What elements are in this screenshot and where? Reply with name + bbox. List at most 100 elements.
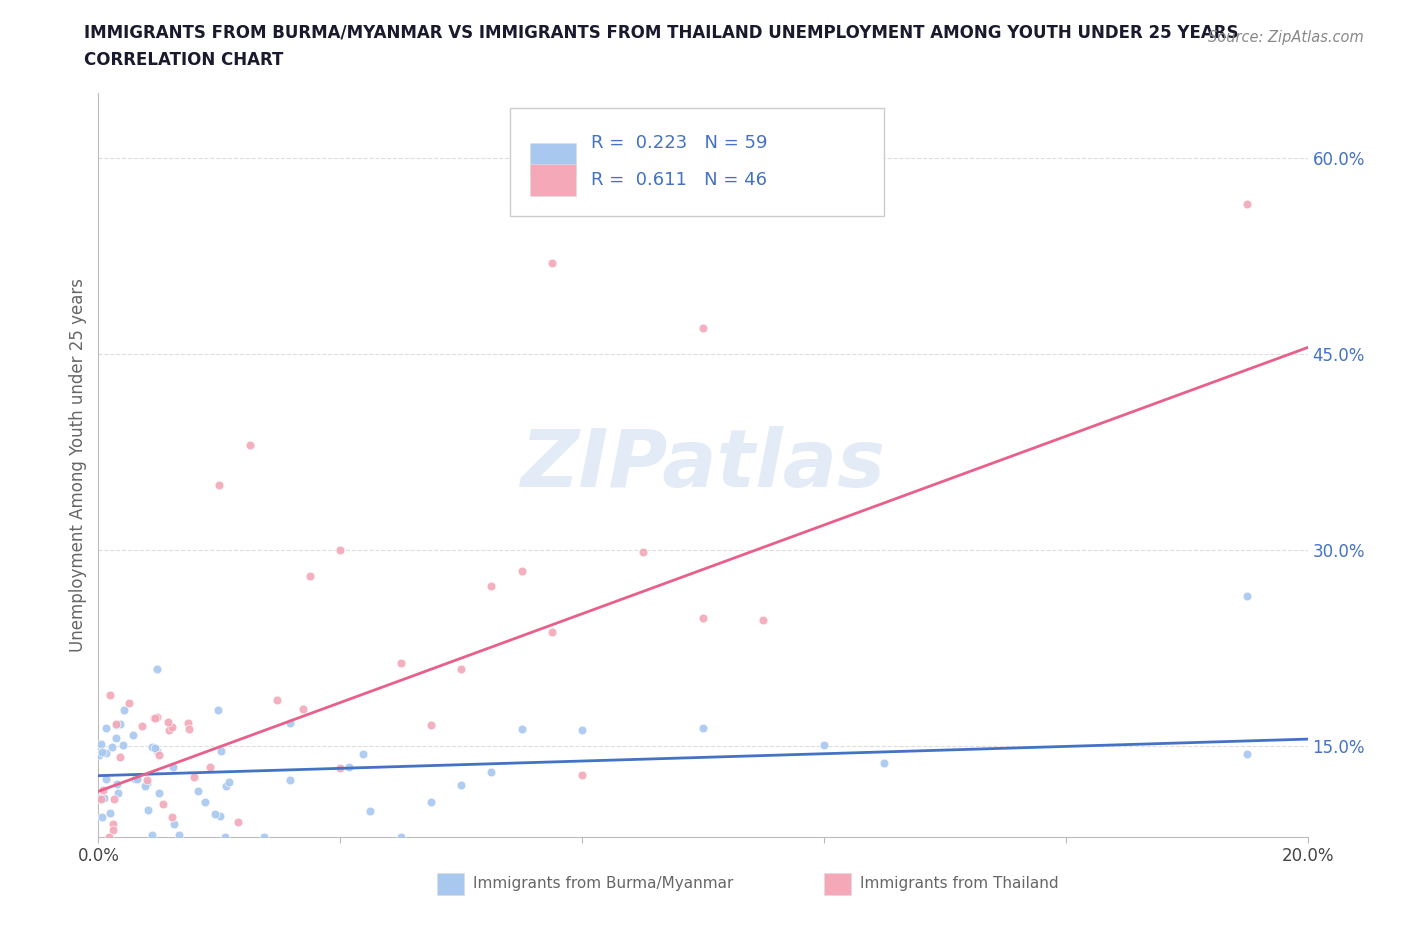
Point: [93, 790, 115, 805]
Point: [329, 542, 352, 557]
Point: [299, 568, 322, 583]
Point: [389, 830, 412, 844]
Point: [253, 830, 276, 844]
Point: [813, 737, 835, 752]
Point: [218, 775, 240, 790]
Point: [194, 795, 217, 810]
Point: [160, 720, 183, 735]
Point: [141, 828, 163, 843]
Point: [752, 613, 775, 628]
Point: [112, 737, 135, 752]
Point: [162, 817, 184, 831]
Point: [214, 830, 236, 844]
Point: [278, 716, 301, 731]
Point: [692, 720, 714, 735]
Point: [692, 321, 714, 336]
Point: [209, 808, 232, 823]
Point: [104, 718, 127, 733]
Point: [105, 777, 128, 791]
Point: [352, 747, 374, 762]
Point: [131, 719, 153, 734]
Point: [692, 610, 714, 625]
Point: [118, 696, 141, 711]
Text: IMMIGRANTS FROM BURMA/MYANMAR VS IMMIGRANTS FROM THAILAND UNEMPLOYMENT AMONG YOU: IMMIGRANTS FROM BURMA/MYANMAR VS IMMIGRA…: [84, 23, 1239, 41]
Point: [98, 805, 121, 820]
Point: [104, 731, 127, 746]
Point: [540, 624, 562, 639]
Point: [145, 711, 167, 725]
Point: [450, 662, 472, 677]
Point: [91, 782, 114, 797]
Point: [183, 770, 205, 785]
Text: Immigrants from Thailand: Immigrants from Thailand: [860, 876, 1059, 891]
Point: [112, 703, 135, 718]
Point: [103, 791, 125, 806]
Point: [177, 715, 200, 730]
Point: [1236, 747, 1258, 762]
Point: [121, 727, 143, 742]
Point: [97, 830, 120, 844]
Point: [571, 767, 593, 782]
Point: [160, 810, 183, 825]
Bar: [530, 165, 576, 195]
Point: [571, 723, 593, 737]
Point: [337, 760, 360, 775]
Point: [136, 776, 159, 790]
Point: [198, 759, 221, 774]
Point: [145, 710, 167, 724]
Point: [90, 737, 112, 751]
Y-axis label: Unemployment Among Youth under 25 years: Unemployment Among Youth under 25 years: [69, 278, 87, 652]
Point: [1236, 196, 1258, 211]
Point: [631, 545, 654, 560]
Point: [291, 702, 314, 717]
Bar: [530, 143, 576, 174]
Point: [1236, 588, 1258, 603]
Point: [187, 783, 209, 798]
Point: [90, 809, 112, 824]
Point: [420, 795, 443, 810]
Point: [510, 721, 533, 736]
Point: [360, 804, 382, 818]
Point: [209, 744, 232, 759]
Point: [148, 748, 170, 763]
Text: R =  0.223   N = 59: R = 0.223 N = 59: [591, 134, 768, 152]
Point: [420, 718, 443, 733]
Point: [278, 773, 301, 788]
Point: [208, 477, 231, 492]
Point: [162, 759, 184, 774]
Point: [873, 755, 896, 770]
Point: [204, 806, 226, 821]
Point: [145, 743, 167, 758]
Point: [94, 746, 117, 761]
Point: [450, 778, 472, 793]
Point: [136, 803, 159, 817]
Point: [108, 750, 131, 764]
Point: [142, 711, 165, 725]
Point: [134, 778, 156, 793]
Point: [141, 740, 163, 755]
FancyBboxPatch shape: [509, 108, 884, 216]
Point: [125, 772, 148, 787]
Text: Immigrants from Burma/Myanmar: Immigrants from Burma/Myanmar: [474, 876, 734, 891]
Point: [540, 255, 562, 270]
Point: [510, 564, 533, 578]
Text: Source: ZipAtlas.com: Source: ZipAtlas.com: [1208, 30, 1364, 45]
Point: [226, 815, 249, 830]
Point: [481, 579, 503, 594]
Point: [124, 771, 146, 786]
Point: [98, 688, 121, 703]
Point: [136, 773, 159, 788]
Point: [104, 717, 127, 732]
Point: [177, 722, 200, 737]
Point: [169, 828, 191, 843]
Point: [156, 714, 179, 729]
Point: [143, 740, 166, 755]
Point: [101, 822, 124, 837]
Text: ZIPatlas: ZIPatlas: [520, 426, 886, 504]
Text: R =  0.611   N = 46: R = 0.611 N = 46: [591, 171, 766, 189]
Text: CORRELATION CHART: CORRELATION CHART: [84, 51, 284, 69]
Point: [389, 656, 412, 671]
Point: [108, 716, 131, 731]
Point: [107, 785, 129, 800]
Point: [90, 744, 112, 759]
